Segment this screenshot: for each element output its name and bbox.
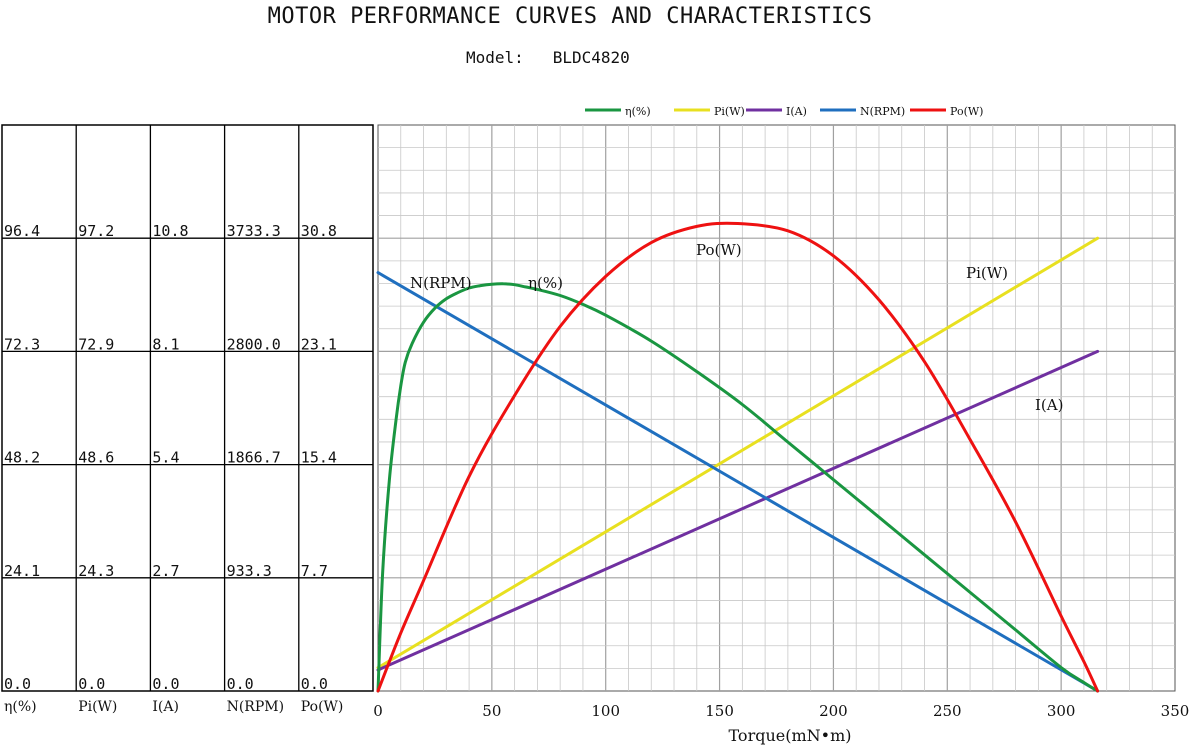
table-column-label: N(RPM) <box>227 699 284 715</box>
series-line-i <box>376 349 1100 672</box>
table-tick-label: 10.8 <box>152 222 188 240</box>
table-tick-label: 1866.7 <box>227 449 281 467</box>
x-axis: 0 50 100 150 200 250 300 350 Torque(mN•m) <box>373 702 1189 745</box>
table-tick-label: 72.9 <box>78 335 114 353</box>
curve-label-po: Po(W) <box>696 241 742 259</box>
table-tick-label: 0.0 <box>227 675 254 693</box>
series-line-eta <box>376 282 1100 693</box>
table-tick-label: 7.7 <box>301 562 328 580</box>
table-tick-label: 15.4 <box>301 449 337 467</box>
table-column-label: Pi(W) <box>78 699 117 715</box>
table-tick-label: 5.4 <box>152 449 179 467</box>
table-tick-label: 23.1 <box>301 335 337 353</box>
table-column-label: η(%) <box>4 699 37 715</box>
table-tick-label: 24.1 <box>4 562 40 580</box>
curve-label-pi: Pi(W) <box>966 264 1008 282</box>
model-label: Model: <box>466 48 524 67</box>
table-tick-label: 3733.3 <box>227 222 281 240</box>
curve-label-i: I(A) <box>1035 396 1063 414</box>
table-tick-label: 48.6 <box>78 449 114 467</box>
table-tick-label: 0.0 <box>78 675 105 693</box>
series-lines <box>376 221 1100 693</box>
curve-label-eta: η(%) <box>528 274 563 292</box>
table-tick-label: 2.7 <box>152 562 179 580</box>
series-line-po <box>376 221 1100 693</box>
series-line-pi <box>376 236 1100 670</box>
table-tick-label: 0.0 <box>4 675 31 693</box>
series-line-n <box>376 271 1100 693</box>
table-tick-label: 0.0 <box>301 675 328 693</box>
table-column-label: I(A) <box>152 699 179 715</box>
chart-title: MOTOR PERFORMANCE CURVES AND CHARACTERIS… <box>267 4 873 29</box>
legend-label-n: N(RPM) <box>860 105 905 118</box>
table-tick-label: 48.2 <box>4 449 40 467</box>
value-table: 0.0 24.1 48.2 72.3 96.4 η(%) 0.0 24.3 48.6 72.9 97… <box>1 124 374 715</box>
legend-label-po: Po(W) <box>950 105 983 118</box>
x-tick-label: 0 <box>373 702 383 720</box>
x-tick-label: 150 <box>705 702 734 720</box>
curve-label-n: N(RPM) <box>410 274 472 292</box>
table-tick-label: 96.4 <box>4 222 40 240</box>
curve-labels: η(%) Pi(W) I(A) N(RPM) Po(W) <box>410 241 1063 414</box>
table-frame <box>1 124 374 692</box>
x-tick-label: 300 <box>1047 702 1076 720</box>
x-axis-title: Torque(mN•m) <box>729 726 852 745</box>
legend: η(%) Pi(W) I(A) N(RPM) Po(W) <box>585 105 983 118</box>
legend-label-i: I(A) <box>786 105 807 118</box>
table-tick-label: 933.3 <box>227 562 272 580</box>
table-tick-label: 8.1 <box>152 335 179 353</box>
table-tick-label: 2800.0 <box>227 335 281 353</box>
table-column-label: Po(W) <box>301 699 344 715</box>
table-tick-label: 30.8 <box>301 222 337 240</box>
table-tick-label: 72.3 <box>4 335 40 353</box>
model-line: Model: BLDC4820 <box>466 48 630 67</box>
x-tick-label: 200 <box>819 702 848 720</box>
model-value: BLDC4820 <box>552 48 630 67</box>
legend-label-eta: η(%) <box>625 105 651 118</box>
x-tick-label: 350 <box>1161 702 1190 720</box>
x-tick-label: 250 <box>933 702 962 720</box>
x-tick-label: 100 <box>591 702 620 720</box>
table-tick-label: 97.2 <box>78 222 114 240</box>
x-tick-label: 50 <box>482 702 501 720</box>
table-tick-label: 24.3 <box>78 562 114 580</box>
plot-grid <box>377 124 1176 692</box>
table-tick-label: 0.0 <box>152 675 179 693</box>
plot-frame <box>377 124 1176 692</box>
legend-label-pi: Pi(W) <box>714 105 745 118</box>
